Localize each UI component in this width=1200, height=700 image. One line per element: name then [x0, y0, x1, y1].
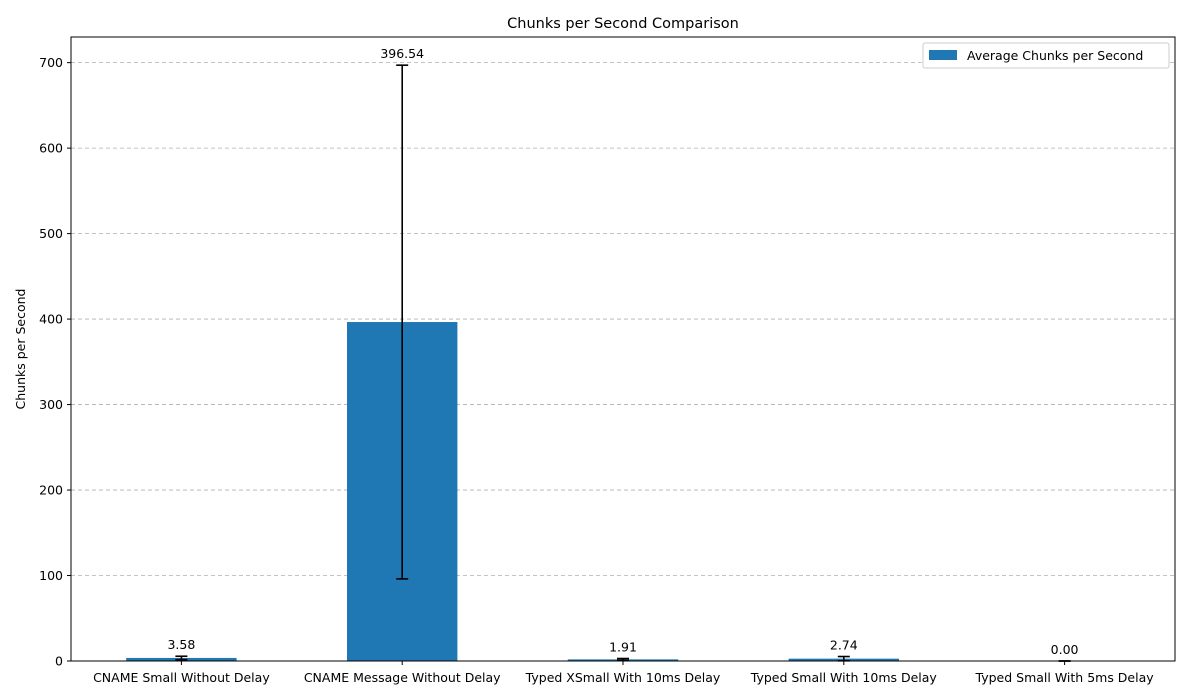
legend-swatch — [929, 50, 957, 60]
data-label: 396.54 — [380, 46, 424, 61]
y-tick-label: 0 — [55, 654, 63, 669]
bars — [126, 322, 899, 661]
legend: Average Chunks per Second — [922, 42, 1170, 69]
grid-lines — [71, 62, 1175, 576]
y-tick-label: 200 — [39, 483, 63, 498]
error-bars — [175, 64, 1071, 662]
y-tick-label: 600 — [39, 141, 63, 156]
data-labels: 3.58 396.54 1.91 2.74 0.00 — [167, 46, 1078, 657]
data-label: 0.00 — [1051, 642, 1079, 657]
legend-box — [922, 42, 1170, 69]
y-tick-label: 500 — [39, 226, 63, 241]
y-axis-ticks: 0 100 200 300 400 500 600 700 — [39, 55, 71, 669]
y-tick-label: 100 — [39, 568, 63, 583]
plot-frame — [70, 36, 1176, 662]
x-tick-label: CNAME Small Without Delay — [93, 670, 270, 685]
y-tick-label: 400 — [39, 312, 63, 327]
legend-entry: Average Chunks per Second — [967, 48, 1143, 63]
y-tick-label: 700 — [39, 55, 63, 70]
y-tick-label: 300 — [39, 397, 63, 412]
x-axis-ticks: CNAME Small Without Delay CNAME Message W… — [93, 661, 1154, 685]
data-label: 2.74 — [830, 638, 858, 653]
data-label: 1.91 — [609, 640, 637, 655]
x-tick-label: Typed XSmall With 10ms Delay — [525, 670, 721, 685]
x-tick-label: Typed Small With 10ms Delay — [750, 670, 938, 685]
y-axis-label: Chunks per Second — [13, 289, 28, 410]
chart-title: Chunks per Second Comparison — [507, 16, 739, 32]
x-tick-label: Typed Small With 5ms Delay — [975, 670, 1155, 685]
data-label: 3.58 — [167, 637, 195, 652]
x-tick-label: CNAME Message Without Delay — [304, 670, 501, 685]
